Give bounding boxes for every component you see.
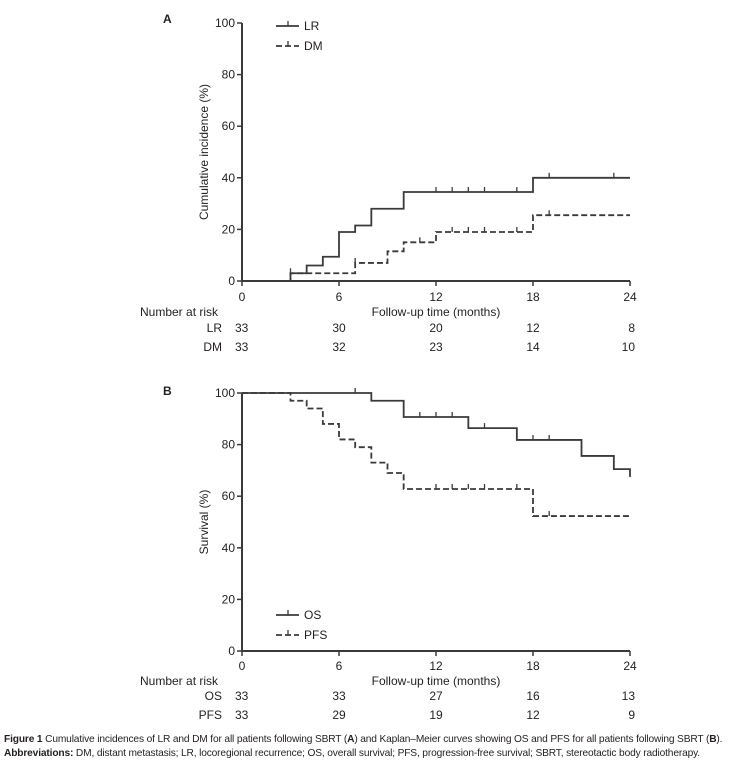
x-tick-label: 0 bbox=[239, 290, 246, 304]
x-tick-label: 24 bbox=[623, 659, 637, 673]
risk-value: 12 bbox=[526, 321, 540, 335]
risk-value: 13 bbox=[622, 689, 636, 703]
x-axis-title: Follow-up time (months) bbox=[372, 305, 501, 319]
x-tick-label: 18 bbox=[526, 659, 540, 673]
panel-letter: A bbox=[163, 12, 172, 26]
caption-ref-b: B bbox=[709, 734, 717, 745]
risk-value: 14 bbox=[526, 340, 540, 354]
y-tick-label: 20 bbox=[222, 592, 236, 606]
y-tick-label: 20 bbox=[222, 222, 236, 236]
risk-value: 33 bbox=[235, 689, 249, 703]
risk-row-label: OS bbox=[205, 689, 222, 703]
risk-value: 29 bbox=[332, 708, 346, 722]
y-tick-label: 60 bbox=[222, 489, 236, 503]
risk-value: 9 bbox=[628, 708, 635, 722]
risk-value: 8 bbox=[628, 321, 635, 335]
panel-b: B 0 20 40 60 80 100 0 6 12 18 24 Survival (%) Follow-… bbox=[140, 384, 637, 722]
series-pfs-line bbox=[242, 392, 630, 517]
y-axis-title: Survival (%) bbox=[197, 490, 211, 555]
figure-label: Figure 1 bbox=[4, 734, 43, 745]
risk-value: 30 bbox=[332, 321, 346, 335]
y-tick-label: 80 bbox=[222, 68, 236, 82]
series-lr-line bbox=[242, 176, 630, 282]
risk-row-label: LR bbox=[207, 321, 223, 335]
caption-line-1: Figure 1 Cumulative incidences of LR and… bbox=[4, 733, 749, 747]
risk-value: 19 bbox=[429, 708, 443, 722]
risk-value: 33 bbox=[332, 689, 346, 703]
y-tick-label: 80 bbox=[222, 438, 236, 452]
risk-value: 33 bbox=[235, 708, 249, 722]
x-tick-label: 6 bbox=[336, 659, 343, 673]
panel-a: A 0 20 40 60 80 100 0 6 12 18 24 Cumulative incidenc… bbox=[140, 12, 637, 354]
risk-value: 10 bbox=[622, 340, 636, 354]
series-dm-line bbox=[242, 214, 630, 282]
risk-value: 12 bbox=[526, 708, 540, 722]
figure-caption: Figure 1 Cumulative incidences of LR and… bbox=[4, 733, 749, 761]
panel-letter: B bbox=[163, 384, 172, 398]
risk-table-header: Number at risk bbox=[140, 305, 219, 319]
x-tick-label: 12 bbox=[429, 290, 443, 304]
series-os-line bbox=[242, 392, 631, 477]
legend-label-lr: LR bbox=[304, 19, 320, 33]
risk-value: 33 bbox=[235, 340, 249, 354]
risk-row-label: PFS bbox=[199, 708, 222, 722]
abbreviations-label: Abbreviations: bbox=[4, 748, 74, 759]
risk-value: 33 bbox=[235, 321, 249, 335]
y-tick-label: 40 bbox=[222, 541, 236, 555]
x-tick-label: 18 bbox=[526, 290, 540, 304]
caption-text-2: ) and Kaplan–Meier curves showing OS and… bbox=[354, 734, 710, 745]
x-tick-label: 12 bbox=[429, 659, 443, 673]
x-axis-title: Follow-up time (months) bbox=[372, 674, 501, 688]
caption-ref-a: A bbox=[347, 734, 355, 745]
risk-table-header: Number at risk bbox=[140, 674, 219, 688]
y-tick-label: 60 bbox=[222, 119, 236, 133]
x-tick-label: 0 bbox=[239, 659, 246, 673]
y-axis-title: Cumulative incidence (%) bbox=[197, 84, 211, 220]
legend-label-pfs: PFS bbox=[304, 628, 327, 642]
abbreviations-text: DM, distant metastasis; LR, locoregional… bbox=[73, 748, 700, 759]
risk-value: 20 bbox=[429, 321, 443, 335]
risk-value: 16 bbox=[526, 689, 540, 703]
y-tick-label: 100 bbox=[215, 16, 235, 30]
legend-label-os: OS bbox=[304, 608, 321, 622]
x-tick-label: 6 bbox=[336, 290, 343, 304]
y-tick-label: 0 bbox=[228, 274, 235, 288]
risk-value: 23 bbox=[429, 340, 443, 354]
caption-line-2: Abbreviations: DM, distant metastasis; L… bbox=[4, 747, 749, 761]
y-tick-label: 0 bbox=[228, 644, 235, 658]
caption-text-3: ). bbox=[716, 734, 723, 745]
y-tick-label: 100 bbox=[215, 386, 235, 400]
risk-value: 27 bbox=[429, 689, 443, 703]
risk-row-label: DM bbox=[203, 340, 222, 354]
x-tick-label: 24 bbox=[623, 290, 637, 304]
caption-text-1: Cumulative incidences of LR and DM for a… bbox=[42, 734, 348, 745]
legend-label-dm: DM bbox=[304, 39, 323, 53]
risk-value: 32 bbox=[332, 340, 346, 354]
y-tick-label: 40 bbox=[222, 171, 236, 185]
